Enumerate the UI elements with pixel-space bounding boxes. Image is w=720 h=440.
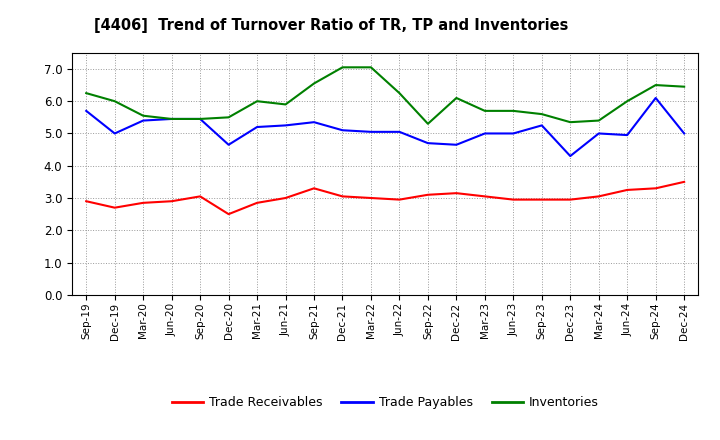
Trade Receivables [537,197,546,202]
Trade Receivables [167,198,176,204]
Trade Receivables [310,186,318,191]
Trade Payables [452,142,461,147]
Inventories [253,99,261,104]
Trade Receivables [652,186,660,191]
Inventories [82,91,91,96]
Inventories [623,99,631,104]
Trade Payables [225,142,233,147]
Trade Payables [253,125,261,130]
Trade Payables [595,131,603,136]
Inventories [196,116,204,121]
Inventories [338,65,347,70]
Trade Receivables [509,197,518,202]
Trade Payables [509,131,518,136]
Trade Payables [167,116,176,121]
Line: Trade Receivables: Trade Receivables [86,182,684,214]
Trade Payables [652,95,660,101]
Trade Receivables [225,212,233,217]
Inventories [366,65,375,70]
Inventories [652,82,660,88]
Trade Receivables [82,198,91,204]
Trade Payables [395,129,404,135]
Trade Receivables [595,194,603,199]
Trade Payables [82,108,91,114]
Trade Receivables [395,197,404,202]
Trade Payables [480,131,489,136]
Trade Payables [110,131,119,136]
Trade Payables [282,123,290,128]
Inventories [139,113,148,118]
Inventories [167,116,176,121]
Trade Payables [566,154,575,159]
Trade Payables [680,131,688,136]
Inventories [480,108,489,114]
Inventories [225,115,233,120]
Trade Receivables [253,200,261,205]
Inventories [452,95,461,101]
Inventories [310,81,318,86]
Trade Receivables [110,205,119,210]
Trade Payables [366,129,375,135]
Trade Receivables [623,187,631,193]
Trade Receivables [196,194,204,199]
Trade Receivables [366,195,375,201]
Trade Receivables [480,194,489,199]
Legend: Trade Receivables, Trade Payables, Inventories: Trade Receivables, Trade Payables, Inven… [166,392,604,414]
Trade Payables [139,118,148,123]
Line: Trade Payables: Trade Payables [86,98,684,156]
Inventories [595,118,603,123]
Trade Payables [196,116,204,121]
Inventories [395,91,404,96]
Trade Receivables [338,194,347,199]
Inventories [680,84,688,89]
Inventories [282,102,290,107]
Trade Payables [338,128,347,133]
Inventories [423,121,432,126]
Trade Receivables [566,197,575,202]
Trade Receivables [680,179,688,184]
Trade Payables [310,120,318,125]
Inventories [566,120,575,125]
Trade Receivables [452,191,461,196]
Trade Receivables [139,200,148,205]
Inventories [537,111,546,117]
Trade Payables [537,123,546,128]
Text: [4406]  Trend of Turnover Ratio of TR, TP and Inventories: [4406] Trend of Turnover Ratio of TR, TP… [94,18,568,33]
Trade Payables [623,132,631,138]
Trade Receivables [423,192,432,198]
Trade Payables [423,140,432,146]
Trade Receivables [282,195,290,201]
Inventories [110,99,119,104]
Inventories [509,108,518,114]
Line: Inventories: Inventories [86,67,684,124]
